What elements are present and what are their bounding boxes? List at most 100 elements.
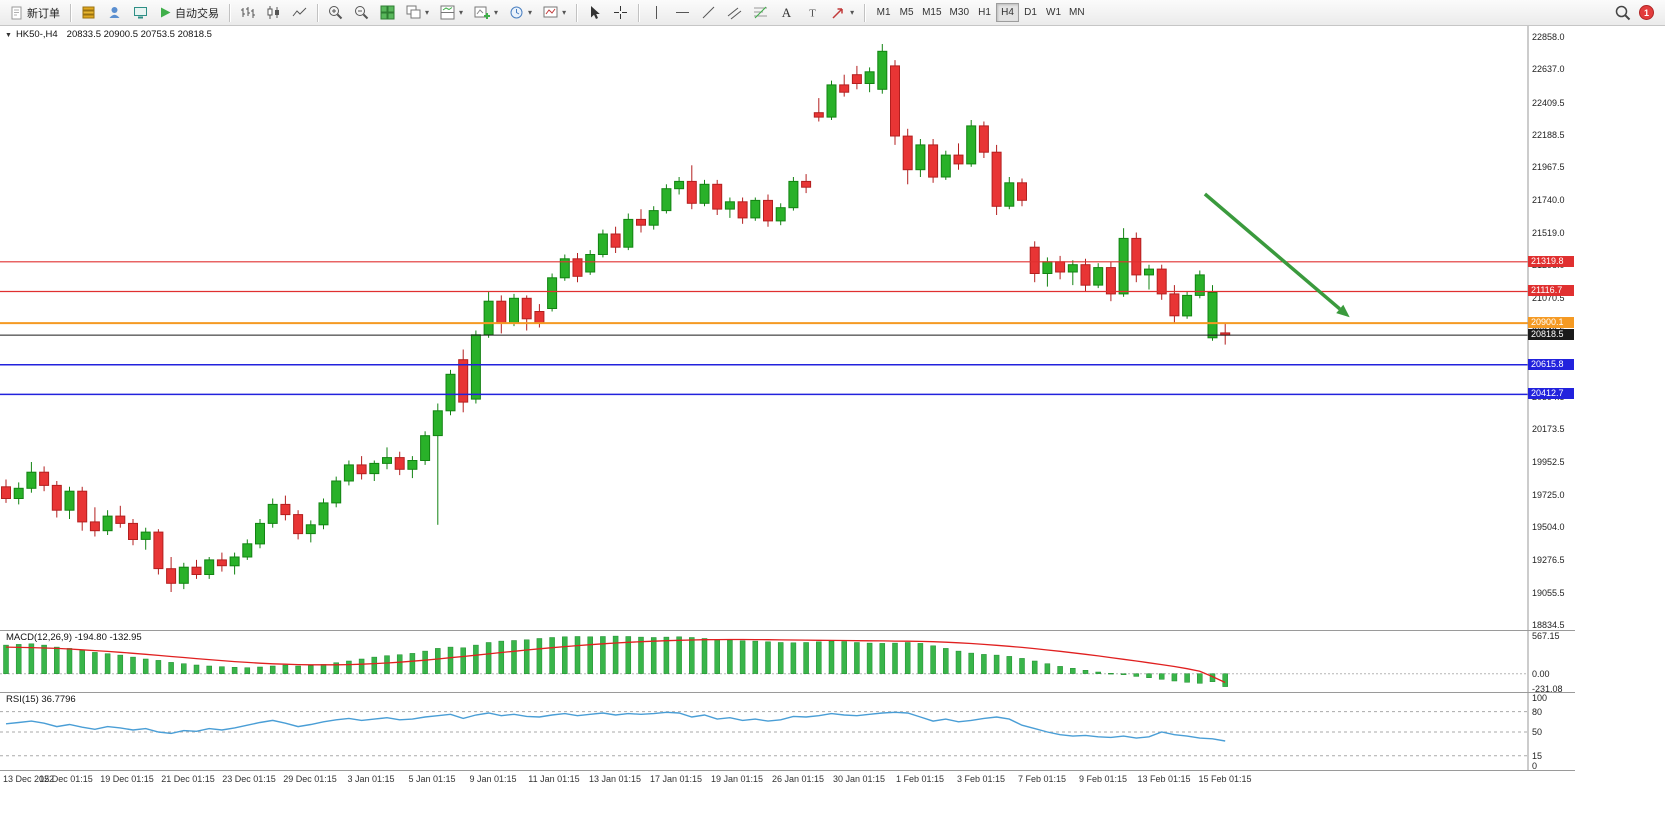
time-axis-label: 3 Jan 01:15 (347, 774, 395, 784)
horizontal-line-icon (676, 12, 690, 13)
arrange-windows-button[interactable]: ▾ (435, 2, 468, 24)
arrows-button[interactable]: ▾ (826, 2, 859, 24)
zoom-out-button[interactable] (349, 2, 374, 24)
rsi-axis-label: 80 (1532, 706, 1543, 717)
trendline-button[interactable] (696, 2, 721, 24)
price-axis-label: 18834.5 (1532, 620, 1565, 630)
rsi-axis[interactable]: 100 80 50 15 0 (1528, 693, 1575, 771)
price-axis-label: 19952.5 (1532, 456, 1565, 467)
timeframe-button-mn[interactable]: MN (1069, 7, 1085, 18)
price-axis[interactable]: 22858.0 22637.0 22409.5 22188.5 21967.5 21740… (1528, 26, 1575, 630)
price-axis-label: 19725.0 (1532, 489, 1565, 500)
timeframe-button-h1[interactable]: H1 (978, 7, 991, 18)
rsi-panel: RSI(15) 36.7796 100 80 50 15 0 (0, 692, 1575, 771)
price-axis-label: 21070.5 (1532, 293, 1565, 304)
price-axis-label: 22858.0 (1532, 32, 1565, 42)
time-axis-label: 29 Dec 01:15 (283, 774, 337, 784)
macd-chart[interactable] (0, 631, 1575, 693)
time-axis-label: 30 Jan 01:15 (832, 774, 886, 784)
timeframe-button-m15[interactable]: M15 (922, 7, 942, 18)
new-order-label: 新订单 (27, 7, 60, 20)
price-line-tag: 20818.5 (1528, 329, 1574, 341)
cascade-windows-button[interactable]: ▾ (401, 2, 434, 24)
time-axis-label: 19 Jan 01:15 (710, 774, 764, 784)
notification-badge[interactable]: 1 (1639, 5, 1654, 20)
timeframe-button-d1[interactable]: D1 (1024, 7, 1037, 18)
fibonacci-button[interactable] (748, 2, 773, 24)
arrow-shape-icon (832, 8, 843, 19)
main-chart[interactable] (0, 26, 1575, 630)
collapse-triangle-icon[interactable]: ▼ (5, 32, 12, 39)
chart-template-button[interactable]: ▾ (538, 2, 571, 24)
price-axis-label: 19055.5 (1532, 587, 1565, 598)
price-line-tag: 20900.1 (1528, 317, 1574, 329)
vertical-line-icon (656, 6, 658, 19)
terminal-icon (134, 7, 147, 19)
bars-chart-button[interactable] (235, 2, 260, 24)
market-watch-button[interactable] (76, 2, 101, 24)
separator (317, 3, 318, 22)
autotrading-button[interactable]: 自动交易 (154, 2, 224, 24)
separator (638, 3, 640, 22)
vertical-line-button[interactable] (644, 2, 669, 24)
terminal-button[interactable] (128, 2, 153, 24)
navigator-button[interactable] (102, 2, 127, 24)
rsi-name: RSI(15) (6, 694, 39, 705)
horizontal-line-button[interactable] (670, 2, 695, 24)
rsi-chart[interactable] (0, 693, 1575, 771)
time-axis-label: 17 Jan 01:15 (649, 774, 703, 784)
price-axis-label: 22409.5 (1532, 97, 1565, 108)
time-axis-label: 15 Feb 01:15 (1198, 774, 1252, 784)
timeframe-button-h4[interactable]: H4 (996, 3, 1019, 22)
notification-count: 1 (1643, 7, 1649, 18)
cursor-button[interactable] (582, 2, 607, 24)
arrange-windows-icon (440, 5, 455, 20)
separator (864, 3, 866, 22)
cursor-icon (591, 6, 600, 19)
macd-axis-label: -231.08 (1532, 684, 1563, 694)
separator (70, 3, 71, 22)
dropdown-caret-icon: ▾ (528, 8, 533, 17)
time-axis-label: 19 Dec 01:15 (100, 774, 154, 784)
crosshair-button[interactable] (608, 2, 633, 24)
rsi-label: RSI(15) 36.7796 (3, 694, 79, 705)
dropdown-caret-icon: ▾ (562, 8, 567, 17)
time-axis-label: 9 Jan 01:15 (469, 774, 517, 784)
separator (229, 3, 230, 22)
macd-axis[interactable]: 567.15 0.00 -231.08 (1528, 631, 1575, 694)
time-axis-label: 23 Dec 01:15 (222, 774, 276, 784)
timeframe-button-m5[interactable]: M5 (899, 7, 914, 18)
search-button[interactable] (1610, 2, 1636, 24)
timeframe-button-m30[interactable]: M30 (949, 7, 969, 18)
zoom-in-button[interactable] (323, 2, 348, 24)
new-order-button[interactable]: 新订单 (5, 2, 65, 24)
price-axis-label: 21519.0 (1532, 227, 1565, 238)
channel-button[interactable] (722, 2, 747, 24)
price-axis-label: 22637.0 (1532, 64, 1565, 75)
zoom-in-icon (329, 6, 343, 20)
time-axis[interactable]: 13 Dec 2022 15 Dec 01:15 19 Dec 01:15 21 De… (0, 770, 1575, 786)
price-axis-label: 20173.5 (1532, 424, 1565, 435)
new-chart-button[interactable]: ▾ (469, 2, 503, 24)
tile-windows-button[interactable] (375, 2, 400, 24)
dropdown-caret-icon: ▾ (425, 8, 430, 17)
timeframe-button-m1[interactable]: M1 (876, 7, 891, 18)
time-axis-label: 11 Jan 01:15 (528, 774, 580, 784)
price-line-tag: 21319.8 (1528, 255, 1574, 267)
time-axis-label: 7 Feb 01:15 (1017, 774, 1067, 784)
channel-icon (727, 7, 742, 20)
line-chart-button[interactable] (287, 2, 312, 24)
label-button[interactable]: T (800, 2, 825, 24)
navigator-icon (109, 7, 120, 18)
macd-values: -194.80 -132.95 (74, 632, 142, 643)
time-axis-label: 9 Feb 01:15 (1078, 774, 1128, 784)
cascade-windows-icon (406, 5, 421, 19)
price-axis-label: 21740.0 (1532, 195, 1565, 206)
candles-chart-button[interactable] (261, 2, 286, 24)
chart-ohlc-quote: 20833.5 20900.5 20753.5 20818.5 (66, 29, 212, 40)
timeframe-button-w1[interactable]: W1 (1046, 7, 1061, 18)
period-button[interactable]: ▾ (504, 2, 537, 24)
chart-symbol-period: HK50-,H4 (15, 29, 58, 40)
search-icon (1615, 5, 1631, 20)
text-button[interactable]: A (774, 2, 799, 24)
